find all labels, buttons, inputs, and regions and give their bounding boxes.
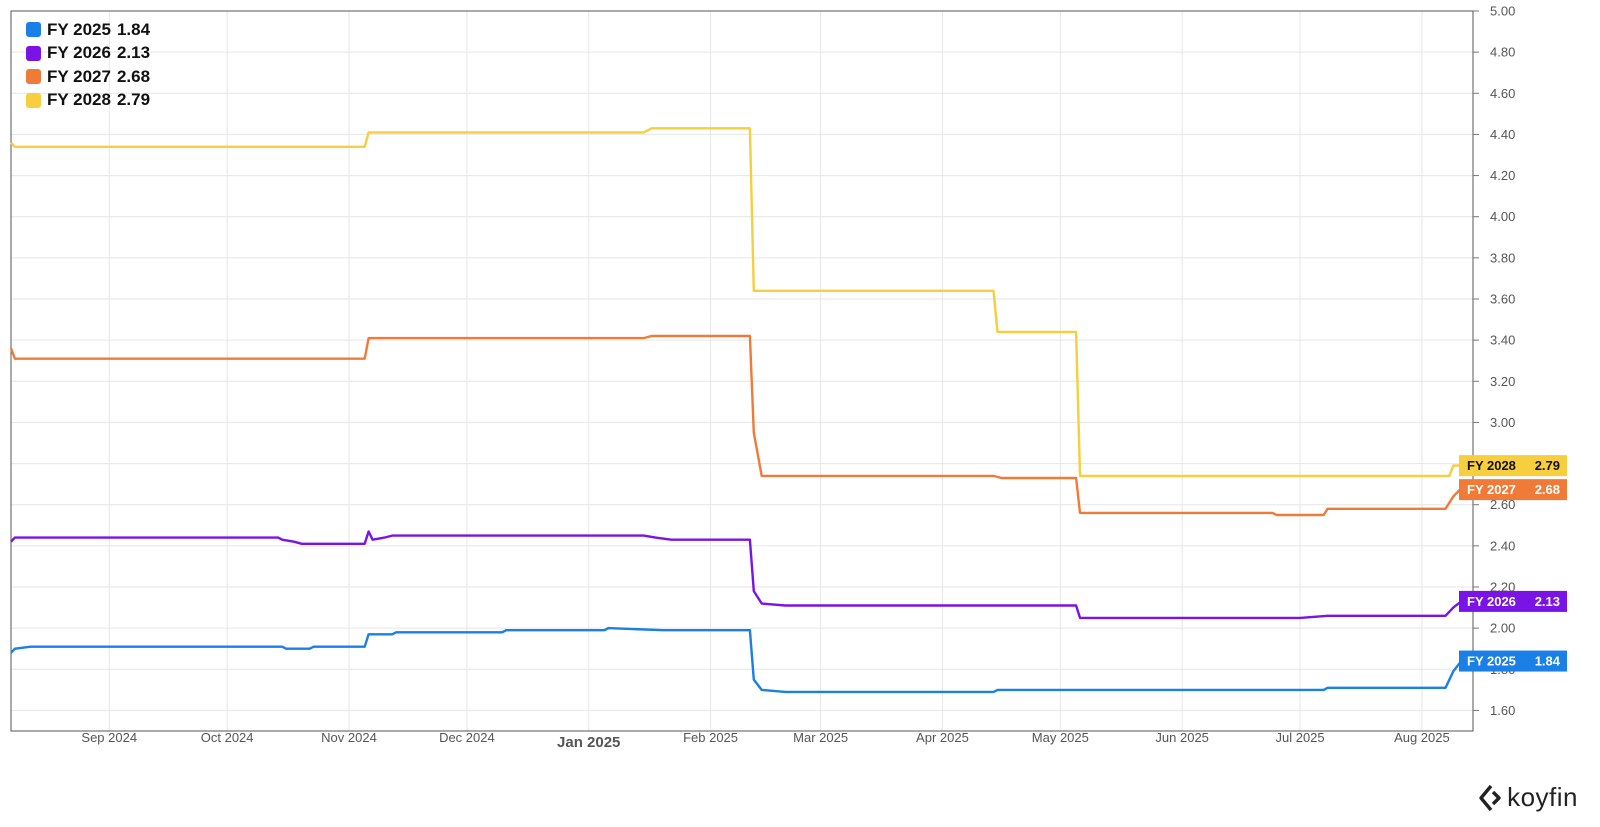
x-axis-ticks: Sep 2024 Oct 2024 Nov 2024 Dec 2024 Jan 2025… [81, 730, 1449, 751]
legend-item-fy-2028[interactable]: FY 2028 2.79 [26, 89, 150, 113]
x-tick-label: May 2025 [1032, 730, 1089, 745]
x-tick-label: Nov 2024 [321, 730, 377, 745]
y-tick-label: 3.80 [1490, 250, 1515, 265]
y-tick-label: 4.40 [1490, 127, 1515, 142]
end-label-value: 2.68 [1535, 482, 1560, 497]
x-tick-label: Oct 2024 [201, 730, 254, 745]
y-tick-label: 2.60 [1490, 497, 1515, 512]
legend-item-fy-2025[interactable]: FY 2025 1.84 [26, 18, 150, 42]
x-tick-label: Jun 2025 [1155, 730, 1209, 745]
legend-series-name: FY 2027 [47, 66, 111, 86]
y-tick-label: 4.20 [1490, 168, 1515, 183]
y-tick-label: 3.20 [1490, 374, 1515, 389]
koyfin-logo: koyfin [1477, 782, 1578, 813]
x-tick-label: Apr 2025 [916, 730, 969, 745]
end-label-value: 2.79 [1535, 458, 1560, 473]
series-line-fy-2027 [9, 334, 1463, 517]
legend-item-fy-2026[interactable]: FY 2026 2.13 [26, 42, 150, 66]
legend-series-value: 2.79 [116, 90, 151, 110]
x-tick-label: Mar 2025 [793, 730, 848, 745]
legend: FY 2025 1.84 FY 2026 2.13 FY 2027 2.68 FY 2028… [26, 18, 150, 112]
plot-frame [10, 10, 1474, 732]
y-tick-label: 3.60 [1490, 292, 1515, 307]
end-label-fy-2027: FY 2027 2.68 [1459, 479, 1567, 501]
y-tick-label: 1.60 [1490, 703, 1515, 718]
legend-swatch [26, 22, 41, 38]
end-label-box [1459, 455, 1567, 477]
end-label-fy-2026: FY 2026 2.13 [1459, 590, 1567, 612]
koyfin-logo-icon [1479, 784, 1501, 811]
end-label-fy-2028: FY 2028 2.79 [1459, 455, 1567, 477]
legend-series-name: FY 2028 [47, 90, 111, 110]
legend-swatch [26, 92, 41, 108]
end-label-name: FY 2025 [1467, 654, 1516, 669]
end-label-box [1459, 479, 1567, 501]
legend-series-value: 2.68 [116, 66, 151, 86]
end-label-value: 1.84 [1535, 654, 1561, 669]
end-label-name: FY 2028 [1467, 458, 1516, 473]
legend-swatch [26, 45, 41, 61]
legend-series-name: FY 2026 [47, 43, 111, 63]
y-tick-label: 3.00 [1490, 415, 1515, 430]
y-tick-label: 4.60 [1490, 86, 1515, 101]
legend-label: FY 2027 2.68 [47, 67, 150, 87]
legend-label: FY 2026 2.13 [47, 43, 150, 63]
legend-series-name: FY 2025 [47, 19, 111, 39]
x-tick-label: Jul 2025 [1275, 730, 1324, 745]
legend-series-value: 1.84 [116, 19, 151, 39]
series-line-fy-2028 [10, 127, 1462, 478]
y-tick-label: 2.40 [1490, 538, 1515, 553]
end-value-labels: FY 2028 2.79 FY 2027 2.68 FY 2026 2.13 FY 2025… [1459, 455, 1567, 672]
legend-item-fy-2027[interactable]: FY 2027 2.68 [26, 65, 150, 89]
x-tick-label: Jan 2025 [557, 734, 620, 751]
legend-label: FY 2025 1.84 [47, 20, 150, 40]
end-label-box [1459, 590, 1567, 612]
y-axis-ticks: 1.601.802.002.202.402.602.803.003.203.40… [1473, 4, 1515, 718]
end-label-fy-2025: FY 2025 1.84 [1459, 650, 1567, 672]
y-tick-label: 3.40 [1490, 333, 1515, 348]
end-label-value: 2.13 [1535, 594, 1560, 609]
legend-swatch [26, 69, 41, 85]
x-tick-label: Sep 2024 [81, 730, 137, 745]
gridlines [11, 10, 1473, 731]
end-label-name: FY 2026 [1467, 594, 1516, 609]
y-tick-label: 2.20 [1490, 580, 1515, 595]
x-tick-label: Feb 2025 [683, 730, 738, 745]
legend-label: FY 2028 2.79 [47, 90, 150, 110]
legend-series-value: 2.13 [116, 43, 151, 63]
y-tick-label: 4.80 [1490, 45, 1515, 60]
y-tick-label: 4.00 [1490, 209, 1515, 224]
y-tick-label: 2.00 [1490, 621, 1515, 636]
series-lines [9, 127, 1463, 694]
end-label-box [1459, 650, 1567, 672]
x-tick-label: Dec 2024 [439, 730, 495, 745]
x-tick-label: Aug 2025 [1394, 730, 1450, 745]
koyfin-wordmark: koyfin [1507, 782, 1578, 812]
series-line-fy-2026 [10, 530, 1462, 620]
end-label-name: FY 2027 [1467, 482, 1516, 497]
series-line-fy-2025 [10, 626, 1463, 694]
y-tick-label: 5.00 [1490, 4, 1515, 19]
